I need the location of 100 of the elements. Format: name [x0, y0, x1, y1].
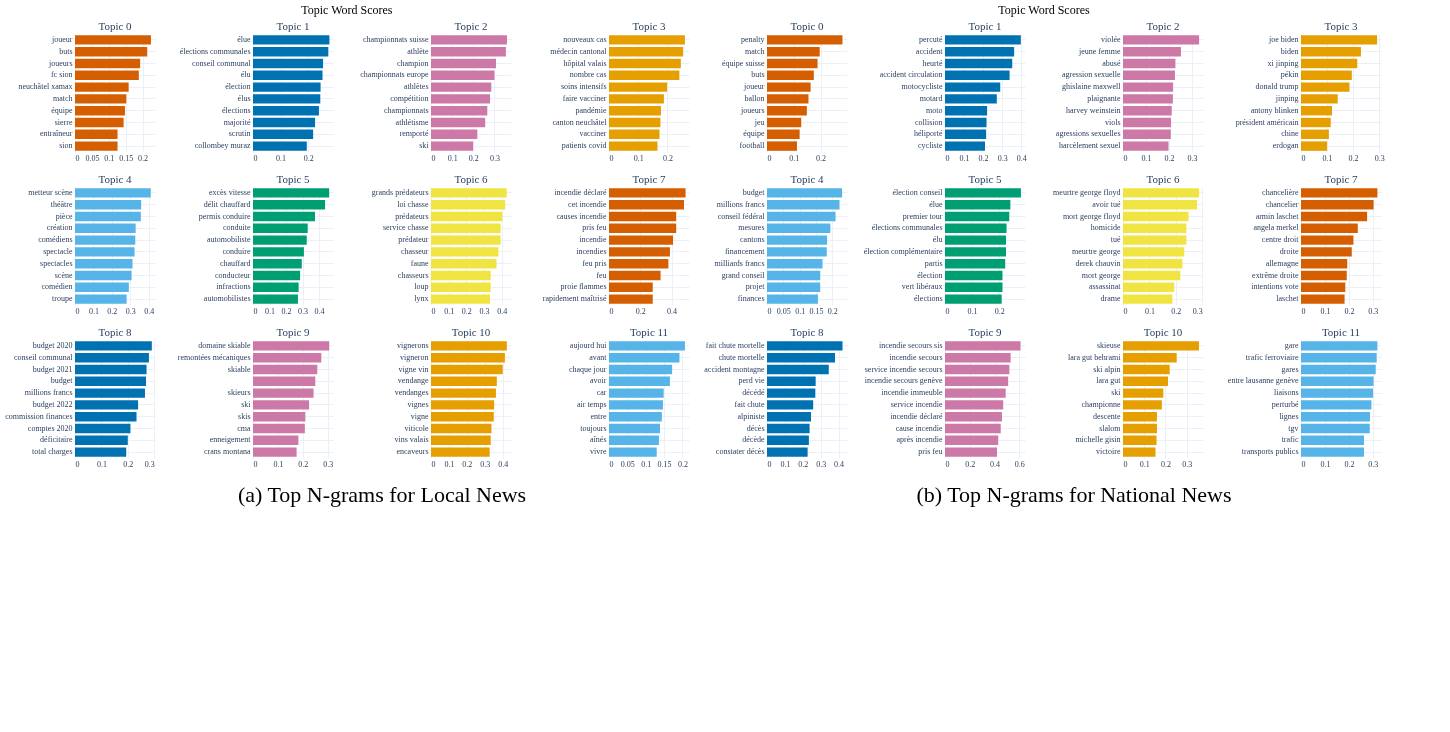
bar — [945, 58, 1013, 69]
y-tick-label: armin laschet — [1255, 211, 1300, 221]
y-tick-label: partis — [924, 258, 943, 268]
x-tick-label: 0.3 — [1374, 153, 1385, 163]
y-tick-label: rapidement maîtrisé — [542, 294, 607, 304]
y-tick-label: patients covid — [561, 141, 607, 151]
x-tick-label: 0.1 — [444, 306, 455, 316]
text: (a) Top N-grams for Local News — [237, 482, 527, 507]
bar — [253, 423, 305, 434]
y-tick-label: gares — [1281, 364, 1299, 374]
chart-title: Topic 8 — [790, 326, 825, 338]
bar — [767, 199, 840, 210]
bar — [767, 117, 802, 128]
y-tick-label: intentions vote — [1251, 282, 1299, 292]
bar — [1301, 58, 1358, 69]
bar — [945, 270, 1003, 281]
x-tick-label: 0 — [1301, 153, 1306, 163]
bar — [253, 117, 316, 128]
y-tick-label: cause incendie — [895, 423, 943, 433]
y-tick-label: élus — [237, 93, 251, 103]
bar — [767, 447, 808, 457]
x-tick-label: 0.2 — [798, 459, 809, 469]
chart-title: Topic 2 — [1146, 20, 1180, 32]
chart-title: Topic 2 — [454, 20, 488, 32]
y-tick-label: avoir tué — [1092, 199, 1121, 209]
y-tick-label: accident — [915, 46, 944, 56]
y-tick-label: grands prédateurs — [371, 187, 429, 197]
bar — [945, 376, 1009, 387]
y-tick-label: prédateurs — [395, 211, 429, 221]
y-tick-label: prédateur — [398, 235, 429, 245]
bar — [1123, 105, 1172, 116]
y-tick-label: incendie immeuble — [881, 388, 943, 398]
bar — [75, 46, 148, 57]
y-tick-label: loi chasse — [397, 199, 429, 209]
y-tick-label: avant — [589, 352, 608, 362]
y-tick-label: chaque jour — [568, 364, 607, 374]
bar — [253, 294, 298, 304]
bar — [431, 258, 497, 269]
bar — [1301, 247, 1352, 257]
bar — [253, 341, 330, 351]
bar — [767, 435, 809, 446]
bar — [945, 70, 1010, 81]
y-tick-label: proie flammes — [560, 282, 607, 292]
y-tick-label: financement — [724, 246, 766, 256]
bar — [767, 258, 823, 269]
y-tick-label: loup — [414, 282, 429, 292]
chart-title: Topic 6 — [454, 173, 489, 185]
bar — [431, 141, 474, 151]
y-tick-label: ski — [241, 399, 252, 409]
bar — [767, 188, 843, 198]
bar — [609, 82, 668, 92]
y-tick-label: incendie déclaré — [554, 187, 607, 197]
x-tick-label: 0.1 — [959, 153, 970, 163]
x-tick-label: 0.3 — [480, 459, 491, 469]
bar — [431, 282, 491, 293]
bar — [609, 341, 685, 351]
bar — [431, 435, 491, 446]
y-tick-label: pékin — [1280, 70, 1299, 80]
bar — [767, 105, 807, 116]
y-tick-label: conduire — [222, 246, 251, 256]
y-tick-label: chancelier — [1265, 199, 1299, 209]
y-tick-label: mort george floyd — [1062, 211, 1121, 221]
y-tick-label: incendies — [576, 246, 607, 256]
y-tick-label: domaine skiable — [198, 340, 251, 350]
bar — [609, 423, 661, 434]
chart-title: Topic 10 — [1143, 326, 1183, 338]
x-tick-label: 0 — [609, 459, 614, 469]
x-tick-label: 0.2 — [1171, 306, 1182, 316]
bar — [767, 400, 814, 410]
y-tick-label: buts — [59, 46, 73, 56]
y-tick-label: tgv — [1288, 423, 1299, 433]
y-tick-label: joueur — [51, 34, 73, 44]
y-tick-label: collombey muraz — [194, 141, 251, 151]
bar — [945, 294, 1002, 304]
y-tick-label: élections communales — [179, 46, 251, 56]
y-tick-label: aînés — [590, 435, 607, 445]
y-tick-label: heurté — [922, 58, 943, 68]
bar — [945, 188, 1021, 198]
bar — [1301, 199, 1374, 210]
x-tick-label: 0.6 — [1014, 459, 1025, 469]
bar — [609, 235, 674, 245]
y-tick-label: conseil communal — [14, 352, 74, 362]
y-tick-label: équipe — [51, 105, 73, 115]
bar — [609, 411, 662, 422]
y-tick-label: meurtre george — [1072, 246, 1121, 256]
x-tick-label: 0.4 — [144, 306, 155, 316]
y-tick-label: service incendie — [890, 399, 943, 409]
y-tick-label: championnats — [384, 105, 429, 115]
x-tick-label: 0 — [431, 306, 436, 316]
y-tick-label: conseil fédéral — [717, 211, 766, 221]
bar — [253, 35, 330, 45]
x-tick-label: 0 — [1123, 306, 1128, 316]
y-tick-label: incendie secours — [889, 352, 943, 362]
chart-title: Topic 11 — [629, 326, 669, 338]
bar — [1301, 223, 1358, 234]
x-tick-label: 0 — [767, 153, 772, 163]
y-tick-label: toujours — [580, 423, 607, 433]
y-tick-label: théâtre — [50, 199, 73, 209]
x-tick-label: 0.2 — [1160, 459, 1171, 469]
bar — [945, 258, 1006, 269]
